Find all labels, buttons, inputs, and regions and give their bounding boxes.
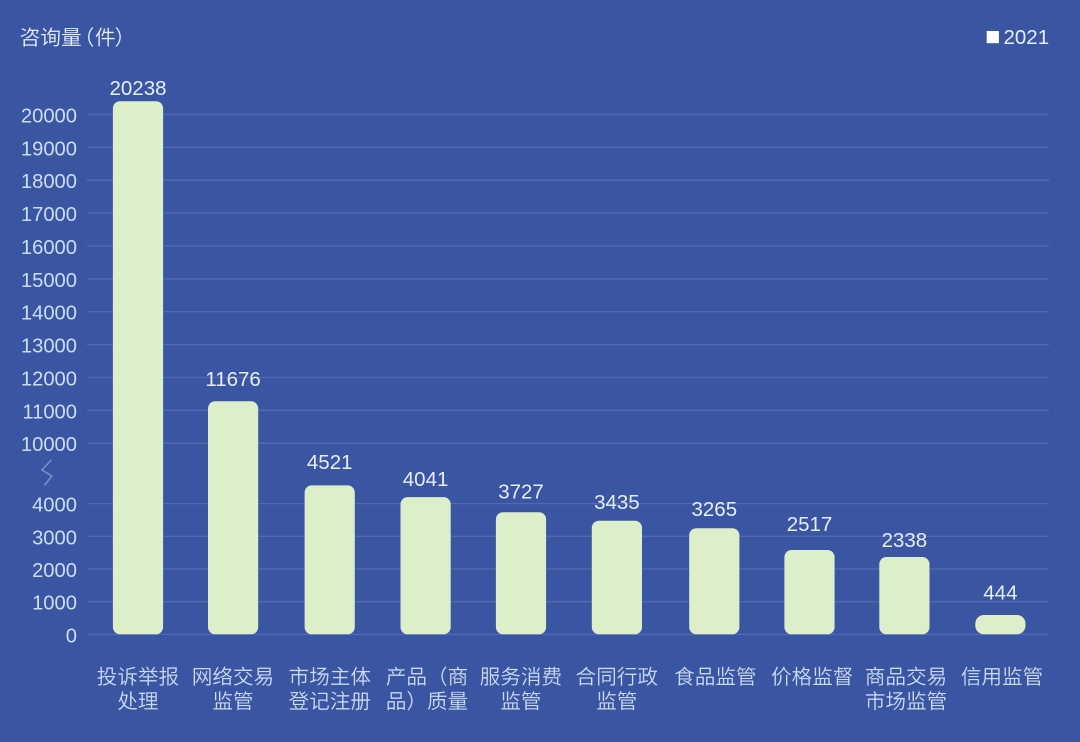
svg-text:4521: 4521 <box>307 451 353 474</box>
svg-text:2517: 2517 <box>787 513 833 536</box>
svg-text:12000: 12000 <box>21 369 77 391</box>
svg-text:15000: 15000 <box>21 270 77 292</box>
svg-text:2000: 2000 <box>32 560 77 582</box>
svg-text:4041: 4041 <box>403 468 449 491</box>
svg-text:17000: 17000 <box>21 204 77 226</box>
svg-text:10000: 10000 <box>21 434 77 456</box>
svg-text:13000: 13000 <box>21 336 77 358</box>
svg-text:3727: 3727 <box>498 481 544 504</box>
svg-text:4000: 4000 <box>32 495 77 517</box>
svg-text:1000: 1000 <box>32 593 77 615</box>
svg-text:2021: 2021 <box>1004 26 1050 49</box>
svg-text:20000: 20000 <box>21 106 77 128</box>
svg-text:0: 0 <box>66 625 77 647</box>
svg-text:14000: 14000 <box>21 303 77 325</box>
svg-text:18000: 18000 <box>21 171 77 193</box>
svg-text:16000: 16000 <box>21 237 77 259</box>
svg-text:11000: 11000 <box>22 401 77 423</box>
svg-text:3000: 3000 <box>32 527 77 549</box>
svg-text:11676: 11676 <box>205 368 260 391</box>
svg-text:2338: 2338 <box>882 529 928 552</box>
svg-text:3265: 3265 <box>691 498 737 521</box>
svg-text:19000: 19000 <box>21 138 77 160</box>
svg-text:3435: 3435 <box>594 491 640 514</box>
svg-text:20238: 20238 <box>109 77 166 100</box>
svg-text:444: 444 <box>983 582 1017 605</box>
